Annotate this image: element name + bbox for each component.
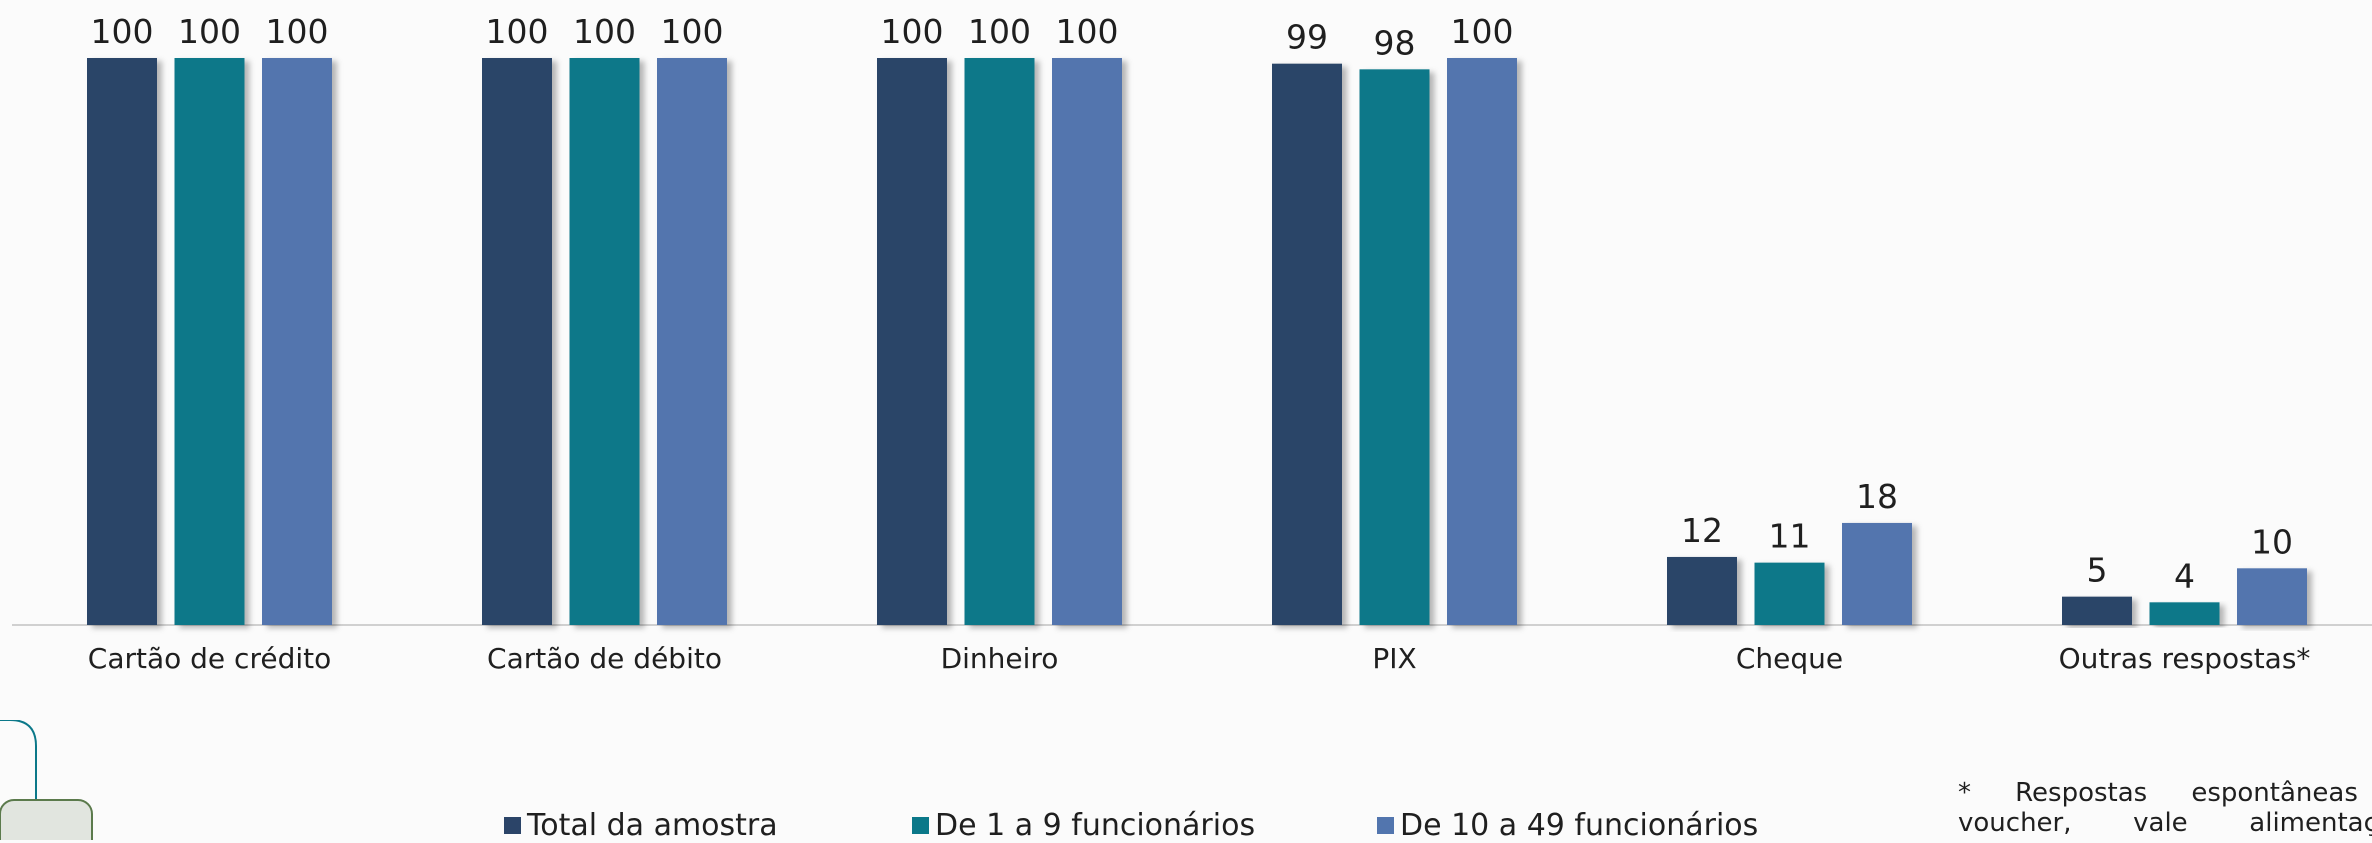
category-label-dinheiro: Dinheiro: [941, 642, 1059, 675]
bar-outras-respostas-series-0: [2062, 596, 2132, 625]
bar-cartao-de-credito-series-1: [174, 58, 245, 625]
bar-cheque-series-0: [1667, 556, 1737, 625]
category-label-pix: PIX: [1372, 642, 1416, 675]
legend-swatch-total: [504, 817, 521, 834]
bar-cheque-series-2: [1842, 522, 1912, 625]
bar-cheque-series-1: [1754, 562, 1825, 625]
legend-item-total: Total da amostra: [504, 808, 778, 843]
legend-swatch-1-9: [912, 817, 929, 834]
data-label-pix-series-0: 99: [1286, 18, 1328, 57]
bar-cartao-de-debito-series-1: [569, 58, 640, 625]
legend-item-1-9: De 1 a 9 funcionários: [912, 808, 1255, 843]
data-label-cheque-series-0: 12: [1681, 511, 1723, 550]
data-label-pix-series-1: 98: [1374, 23, 1416, 62]
bar-dinheiro-series-1: [964, 58, 1035, 625]
bar-cartao-de-debito-series-0: [482, 58, 552, 625]
data-label-dinheiro-series-1: 100: [968, 12, 1031, 51]
bar-outras-respostas-series-1: [2149, 602, 2220, 625]
legend-item-10-49: De 10 a 49 funcionários: [1377, 808, 1758, 843]
bar-pix-series-2: [1447, 58, 1517, 625]
legend-label-1-9: De 1 a 9 funcionários: [935, 808, 1256, 843]
data-label-cheque-series-2: 18: [1856, 477, 1898, 516]
data-label-cartao-de-credito-series-2: 100: [266, 12, 329, 51]
data-label-cartao-de-debito-series-2: 100: [661, 12, 724, 51]
data-label-dinheiro-series-2: 100: [1056, 12, 1119, 51]
bar-cartao-de-debito-series-2: [657, 58, 727, 625]
bar-dinheiro-series-2: [1052, 58, 1122, 625]
category-label-cartao-de-debito: Cartão de débito: [487, 642, 722, 675]
data-label-cartao-de-debito-series-0: 100: [486, 12, 549, 51]
bar-dinheiro-series-0: [877, 58, 947, 625]
category-label-outras-respostas: Outras respostas*: [2059, 642, 2311, 675]
category-label-cheque: Cheque: [1736, 642, 1843, 675]
data-label-cheque-series-1: 11: [1769, 517, 1811, 556]
data-label-outras-respostas-series-0: 5: [2087, 551, 2108, 590]
bar-cartao-de-credito-series-2: [262, 58, 332, 625]
category-label-cartao-de-credito: Cartão de crédito: [88, 642, 331, 675]
legend-label-10-49: De 10 a 49 funcionários: [1400, 808, 1759, 843]
data-label-cartao-de-debito-series-1: 100: [573, 12, 636, 51]
footnote: * Respostas espontâneas e voucher, vale …: [1958, 778, 2372, 838]
data-label-outras-respostas-series-1: 4: [2174, 556, 2195, 595]
bar-chart: 100 100 100 100 100 100 100 100 100 99 98 100 12 11 18…: [12, 12, 2372, 675]
legend: Total da amostra De 1 a 9 funcionários D…: [0, 808, 2372, 843]
bar-pix-series-0: [1272, 63, 1342, 626]
data-label-cartao-de-credito-series-1: 100: [178, 12, 241, 51]
bar-pix-series-1: [1359, 69, 1430, 626]
bar-outras-respostas-series-2: [2237, 568, 2307, 625]
data-label-outras-respostas-series-2: 10: [2251, 522, 2293, 561]
legend-swatch-10-49: [1377, 817, 1394, 834]
bar-cartao-de-credito-series-0: [87, 58, 157, 625]
data-label-pix-series-2: 100: [1451, 12, 1514, 51]
data-label-cartao-de-credito-series-0: 100: [91, 12, 154, 51]
decorative-corner-shape: [0, 720, 93, 840]
data-label-dinheiro-series-0: 100: [881, 12, 944, 51]
legend-label-total: Total da amostra: [527, 808, 778, 843]
